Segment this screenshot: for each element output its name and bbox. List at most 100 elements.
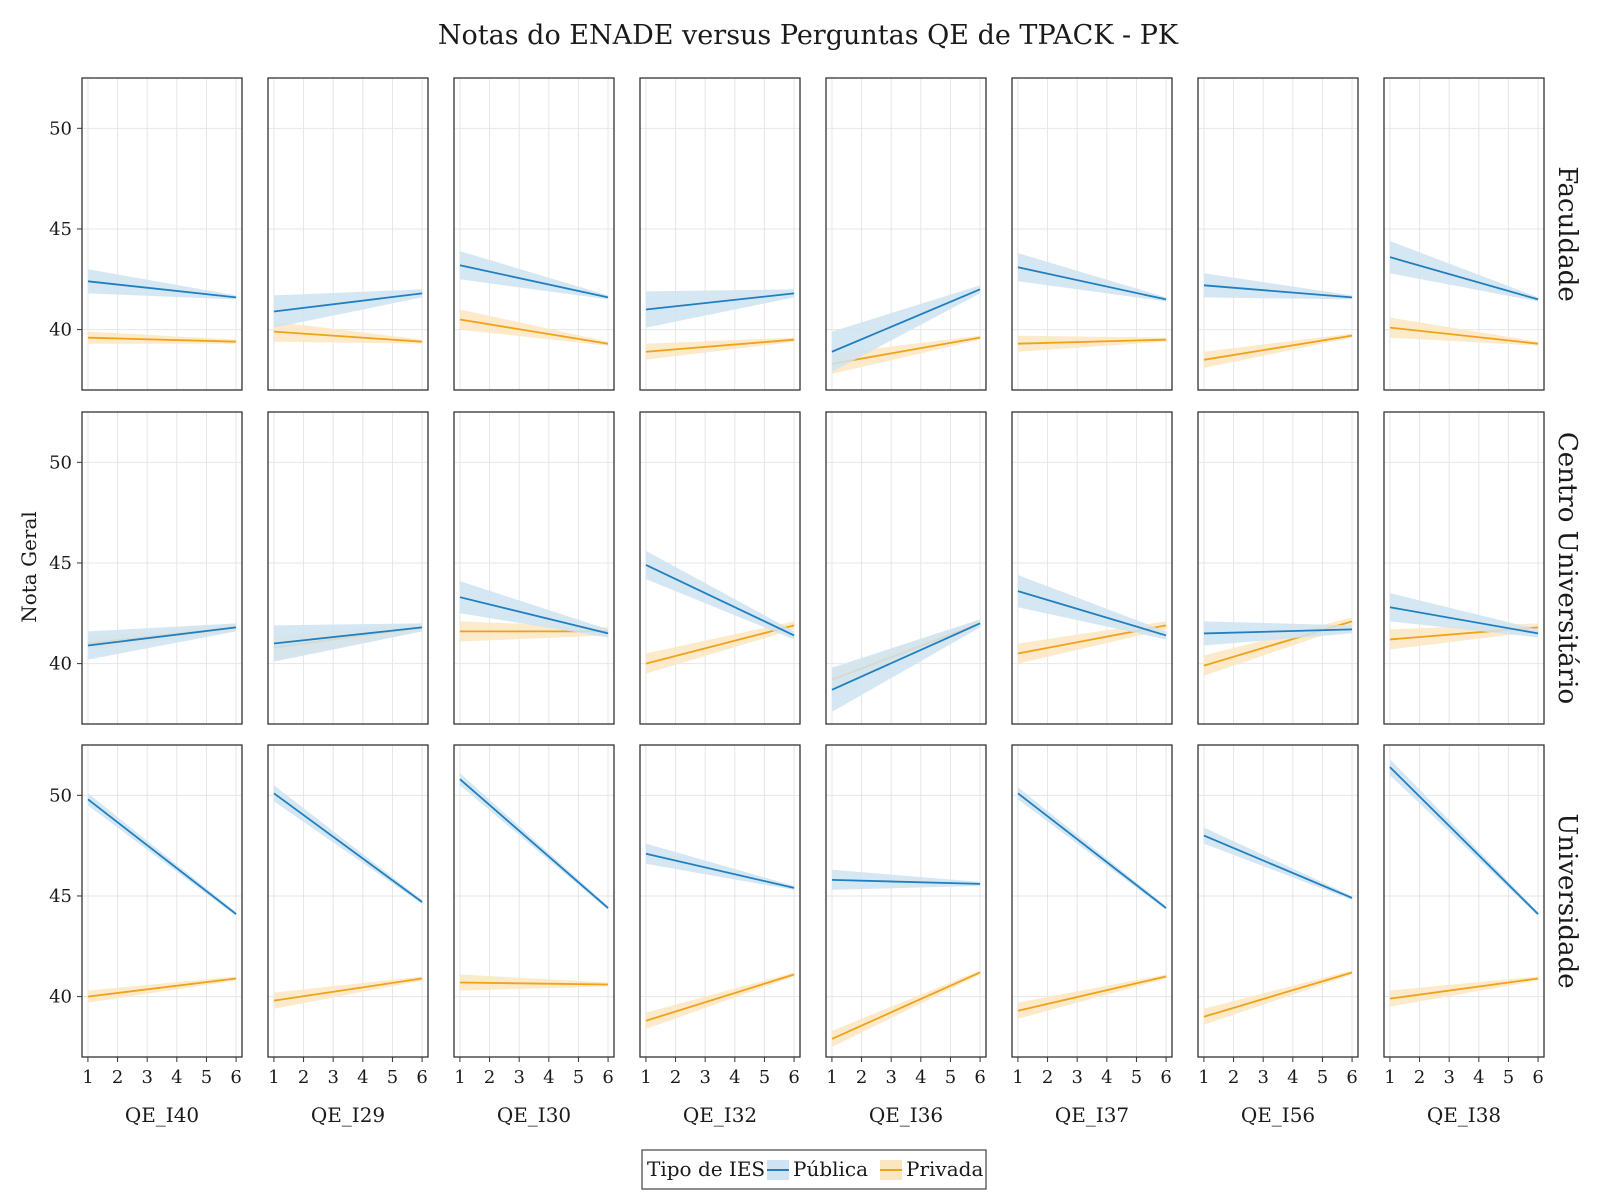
ci-band-publica — [273, 623, 423, 662]
series-line-privada — [1203, 971, 1353, 1018]
series-line-privada — [273, 330, 423, 343]
x-tick-label: 6 — [788, 1067, 799, 1088]
series-line-publica — [273, 792, 423, 903]
panel-frame — [639, 744, 801, 1058]
x-tick-label: 3 — [1443, 1067, 1454, 1088]
x-tick-label: 3 — [1257, 1067, 1268, 1088]
series-line-privada — [831, 336, 981, 365]
panel-frame — [639, 77, 801, 391]
x-axis-label-qe_i30: QE_I30 — [497, 1103, 571, 1127]
panel-frame — [81, 77, 243, 391]
x-tick-label: 1 — [826, 1067, 837, 1088]
x-tick-label: 6 — [230, 1067, 241, 1088]
ci-band-publica — [831, 869, 981, 890]
ci-band-privada — [1017, 335, 1167, 352]
x-tick-label: 5 — [387, 1067, 398, 1088]
panel-0-1 — [267, 77, 429, 391]
panel-0-7 — [1383, 77, 1545, 391]
x-tick-label: 1 — [268, 1067, 279, 1088]
ci-band-privada — [831, 335, 981, 374]
ci-band-publica — [831, 619, 981, 712]
x-tick-label: 1 — [1384, 1067, 1395, 1088]
y-tick-label: 45 — [49, 553, 72, 574]
series-line-privada — [1389, 977, 1539, 1000]
y-tick-label: 40 — [49, 654, 72, 675]
series-line-privada — [273, 977, 423, 1002]
x-tick-label: 1 — [454, 1067, 465, 1088]
ci-band-publica — [645, 843, 795, 890]
series-line-privada — [87, 336, 237, 343]
series-line-publica — [1017, 590, 1167, 637]
panel-1-3 — [639, 411, 801, 725]
series-line-publica — [1389, 606, 1539, 635]
x-tick-label: 6 — [416, 1067, 427, 1088]
ci-band-publica — [645, 289, 795, 328]
series-line-publica — [645, 292, 795, 311]
legend-label-privada: Privada — [906, 1157, 983, 1181]
y-tick-label: 45 — [49, 886, 72, 907]
x-tick-label: 5 — [1317, 1067, 1328, 1088]
panel-frame — [81, 411, 243, 725]
panel-0-4 — [825, 77, 987, 391]
panel-frame — [81, 744, 243, 1058]
panel-frame — [825, 77, 987, 391]
series-line-privada — [645, 338, 795, 353]
panel-0-2 — [453, 77, 615, 391]
x-tick-label: 5 — [945, 1067, 956, 1088]
y-tick-label: 45 — [49, 219, 72, 240]
ci-band-publica — [87, 269, 237, 300]
x-tick-label: 6 — [1532, 1067, 1543, 1088]
panel-frame — [1383, 411, 1545, 725]
series-line-publica — [645, 564, 795, 637]
panel-1-7 — [1383, 411, 1545, 725]
series-line-publica — [645, 852, 795, 889]
series-line-publica — [87, 280, 237, 299]
panel-frame — [1197, 77, 1359, 391]
panel-frame — [453, 744, 615, 1058]
ci-band-privada — [459, 309, 609, 346]
series-line-publica — [87, 626, 237, 647]
x-tick-label: 1 — [82, 1067, 93, 1088]
x-axis-label-qe_i36: QE_I36 — [869, 1103, 943, 1127]
ci-band-publica — [831, 285, 981, 372]
panel-2-5: 1 2 3 4 5 6 QE_I37 — [1011, 744, 1173, 1127]
series-line-publica — [87, 798, 237, 915]
x-tick-label: 4 — [171, 1067, 182, 1088]
legend-title: Tipo de IES — [647, 1157, 765, 1181]
y-tick-label: 40 — [49, 320, 72, 341]
x-tick-label: 4 — [357, 1067, 368, 1088]
row-label-0: Faculdade — [1552, 166, 1582, 302]
chart-title: Notas do ENADE versus Perguntas QE de TP… — [438, 20, 1179, 51]
panel-frame — [267, 411, 429, 725]
y-tick-label: 40 — [49, 987, 72, 1008]
panel-frame — [267, 744, 429, 1058]
ci-band-publica — [87, 623, 237, 660]
panel-1-2 — [453, 411, 615, 725]
x-tick-label: 2 — [1228, 1067, 1239, 1088]
ci-band-privada — [1389, 317, 1539, 346]
series-line-privada — [1017, 975, 1167, 1012]
series-line-privada — [1203, 334, 1353, 361]
x-tick-label: 1 — [1198, 1067, 1209, 1088]
x-tick-label: 3 — [699, 1067, 710, 1088]
panel-2-1: 1 2 3 4 5 6 QE_I29 — [267, 744, 429, 1127]
x-tick-label: 4 — [915, 1067, 926, 1088]
series-line-publica — [1017, 266, 1167, 301]
panel-1-0: 40 45 50 — [49, 411, 243, 725]
x-tick-label: 3 — [1071, 1067, 1082, 1088]
x-tick-label: 2 — [298, 1067, 309, 1088]
ci-band-publica — [459, 581, 609, 638]
row-label-1: Centro Universitário — [1552, 432, 1582, 704]
series-line-publica — [1389, 256, 1539, 301]
x-axis-label-qe_i37: QE_I37 — [1055, 1103, 1129, 1127]
series-line-privada — [1389, 326, 1539, 345]
x-tick-label: 2 — [112, 1067, 123, 1088]
ci-band-publica — [1017, 575, 1167, 640]
x-tick-label: 2 — [670, 1067, 681, 1088]
ci-band-publica — [645, 550, 795, 640]
legend-frame — [641, 1149, 987, 1190]
x-tick-label: 6 — [602, 1067, 613, 1088]
x-tick-label: 4 — [729, 1067, 740, 1088]
series-line-privada — [459, 318, 609, 345]
